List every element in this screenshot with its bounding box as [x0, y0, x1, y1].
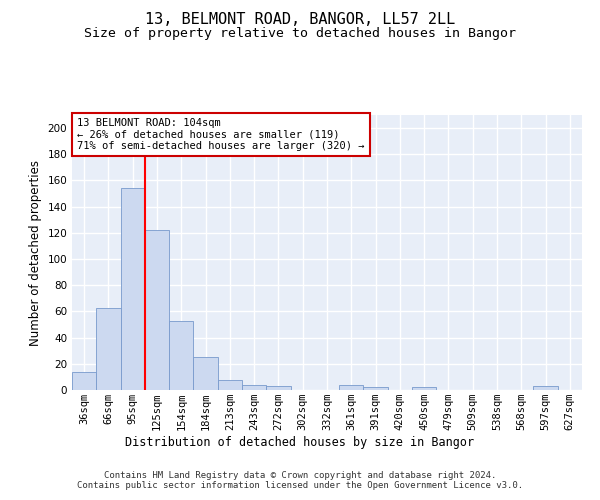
Bar — [72, 372, 96, 390]
Bar — [218, 380, 242, 390]
Bar — [145, 230, 169, 390]
Bar — [533, 386, 558, 390]
Y-axis label: Number of detached properties: Number of detached properties — [29, 160, 42, 346]
Bar — [266, 386, 290, 390]
Bar — [412, 388, 436, 390]
Text: Distribution of detached houses by size in Bangor: Distribution of detached houses by size … — [125, 436, 475, 449]
Bar — [339, 385, 364, 390]
Text: Size of property relative to detached houses in Bangor: Size of property relative to detached ho… — [84, 28, 516, 40]
Bar — [364, 388, 388, 390]
Bar — [242, 385, 266, 390]
Text: 13 BELMONT ROAD: 104sqm
← 26% of detached houses are smaller (119)
71% of semi-d: 13 BELMONT ROAD: 104sqm ← 26% of detache… — [77, 118, 365, 151]
Bar — [121, 188, 145, 390]
Text: Contains HM Land Registry data © Crown copyright and database right 2024.
Contai: Contains HM Land Registry data © Crown c… — [77, 470, 523, 490]
Text: 13, BELMONT ROAD, BANGOR, LL57 2LL: 13, BELMONT ROAD, BANGOR, LL57 2LL — [145, 12, 455, 28]
Bar — [169, 320, 193, 390]
Bar — [96, 308, 121, 390]
Bar — [193, 358, 218, 390]
